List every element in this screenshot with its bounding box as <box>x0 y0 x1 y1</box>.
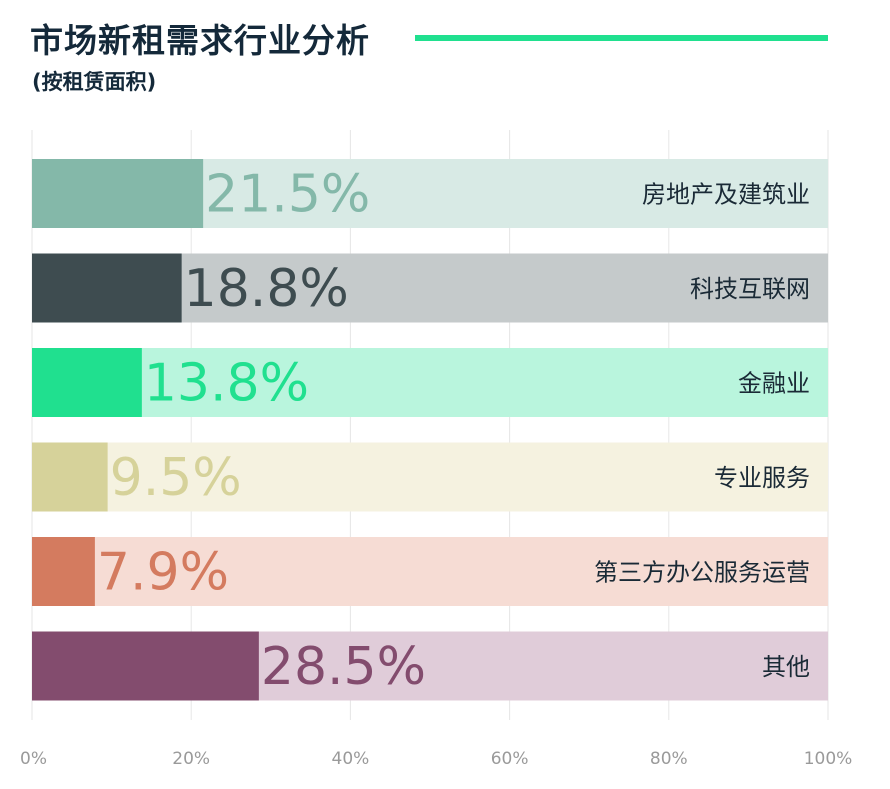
bar-value-label: 21.5% <box>205 165 370 225</box>
chart-subtitle: (按租赁面积) <box>32 70 157 94</box>
chart-title: 市场新租需求行业分析 <box>30 21 370 60</box>
category-label: 专业服务 <box>714 464 810 492</box>
bar <box>32 253 182 323</box>
bar-value-label: 28.5% <box>261 637 426 697</box>
bar-track <box>32 442 828 512</box>
bar-row: 9.5% 专业服务 <box>32 442 828 512</box>
bar <box>32 631 259 701</box>
bar <box>32 442 108 512</box>
grid-lines <box>31 130 829 720</box>
bar-row: 18.8% 科技互联网 <box>32 253 828 323</box>
category-label: 金融业 <box>738 370 810 398</box>
x-tick-label: 0% <box>20 749 47 769</box>
x-tick-label: 20% <box>172 749 210 769</box>
bar-value-label: 18.8% <box>184 259 349 319</box>
bar-row: 7.9% 第三方办公服务运营 <box>32 537 828 606</box>
x-axis-ticks: 0% 20% 40% 60% 80% 100% <box>20 749 852 769</box>
bar <box>32 537 95 606</box>
x-tick-label: 100% <box>804 749 853 769</box>
bar <box>32 348 142 417</box>
category-label: 第三方办公服务运营 <box>594 559 810 587</box>
bars: 21.5% 房地产及建筑业 18.8% 科技互联网 13.8% 金融业 9.5% 专业服务 7.… <box>32 159 828 701</box>
x-tick-label: 40% <box>332 749 370 769</box>
x-tick-label: 60% <box>491 749 529 769</box>
bar-value-label: 7.9% <box>97 543 229 603</box>
bar-value-label: 9.5% <box>110 448 242 508</box>
bar-row: 21.5% 房地产及建筑业 <box>32 159 828 228</box>
bar-value-label: 13.8% <box>144 354 309 414</box>
category-label: 其他 <box>762 653 810 681</box>
bar <box>32 159 204 228</box>
bar-track <box>32 537 828 606</box>
category-label: 房地产及建筑业 <box>642 181 810 209</box>
category-label: 科技互联网 <box>690 275 810 303</box>
x-tick-label: 80% <box>650 749 688 769</box>
bar-row: 28.5% 其他 <box>32 631 828 701</box>
bar-track <box>32 348 828 417</box>
bar-row: 13.8% 金融业 <box>32 348 828 417</box>
title-accent-line <box>415 35 828 41</box>
